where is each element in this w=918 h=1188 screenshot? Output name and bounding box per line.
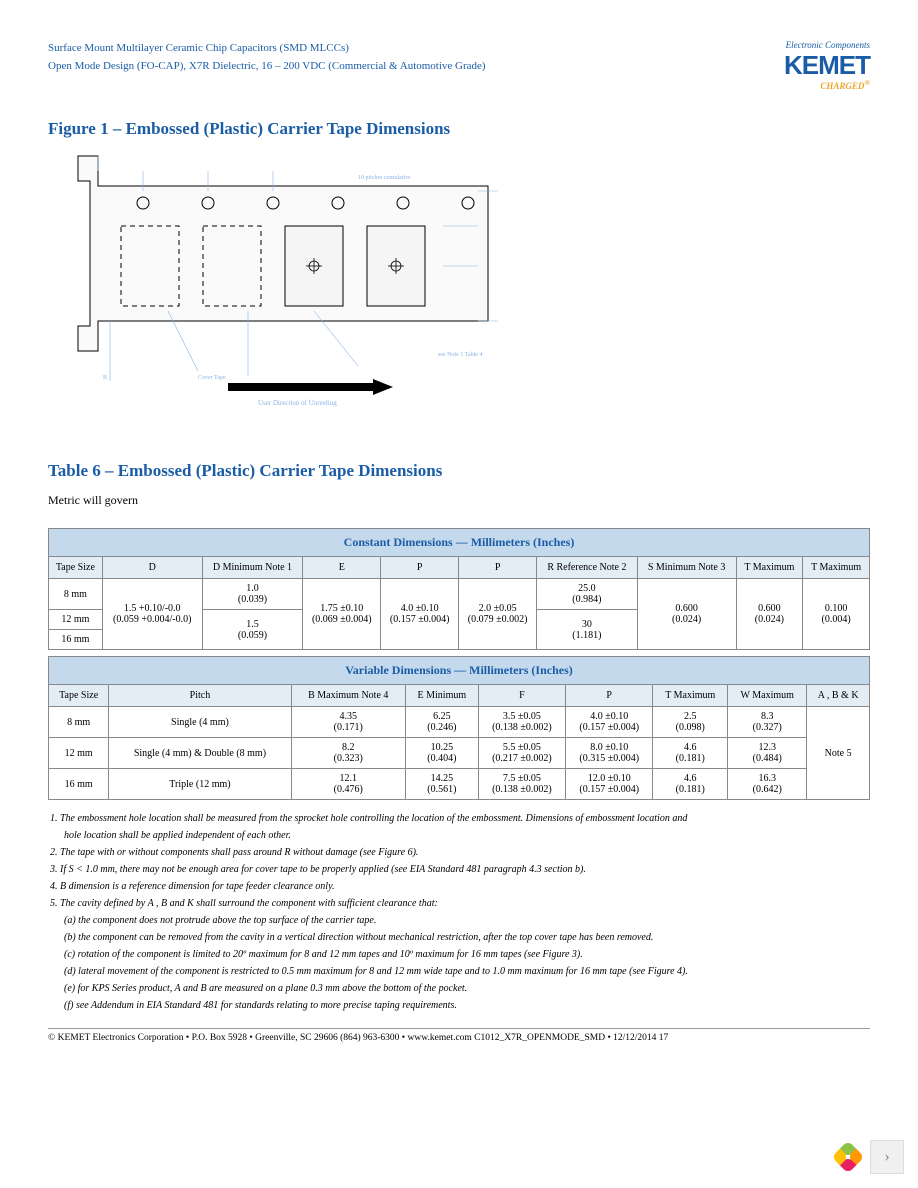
flower-icon	[834, 1143, 862, 1171]
note-line-8: (c) rotation of the component is limited…	[50, 946, 870, 963]
var-row-1: 12 mmSingle (4 mm) & Double (8 mm)8.2(0.…	[49, 738, 870, 769]
note-line-3: 3. If S < 1.0 mm, there may not be enoug…	[50, 861, 870, 878]
kemet-logo: KEMET	[784, 52, 870, 78]
brand-block: Electronic Components KEMET CHARGED®	[784, 40, 870, 91]
const-col-2: D Minimum Note 1	[202, 557, 303, 579]
var-col-7: W Maximum	[728, 685, 807, 707]
note-line-11: (f) see Addendum in EIA Standard 481 for…	[50, 997, 870, 1014]
constant-dimensions-table: Constant Dimensions — Millimeters (Inche…	[48, 528, 870, 650]
svg-text:Cover Tape: Cover Tape	[198, 375, 226, 381]
note-line-5: 5. The cavity defined by A , B and K sha…	[50, 895, 870, 912]
next-page-button[interactable]: ›	[870, 1140, 904, 1174]
const-row-8mm: 8 mm1.5 +0.10/-0.0(0.059 +0.004/-0.0)1.0…	[49, 579, 870, 610]
note-line-2: 2. The tape with or without components s…	[50, 844, 870, 861]
arrow-label: User Direction of Unreeling	[258, 399, 337, 407]
var-col-8: A , B & K	[807, 685, 870, 707]
const-col-1: D	[102, 557, 202, 579]
svg-text:10 pitches cumulative: 10 pitches cumulative	[358, 175, 411, 181]
var-row-2: 16 mmTriple (12 mm)12.1(0.476)14.25(0.56…	[49, 769, 870, 800]
var-col-1: Pitch	[109, 685, 291, 707]
page-corner-controls: ›	[834, 1140, 904, 1174]
constant-header: Constant Dimensions — Millimeters (Inche…	[49, 529, 870, 557]
const-col-9: T Maximum	[803, 557, 870, 579]
var-col-6: T Maximum	[653, 685, 728, 707]
const-col-3: E	[303, 557, 381, 579]
var-col-3: E Minimum	[405, 685, 478, 707]
note-line-1: hole location shall be applied independe…	[50, 827, 870, 844]
page-header: Surface Mount Multilayer Ceramic Chip Ca…	[48, 40, 870, 91]
var-col-5: P	[566, 685, 653, 707]
var-col-4: F	[478, 685, 565, 707]
const-col-7: S Minimum Note 3	[637, 557, 736, 579]
const-col-8: T Maximum	[736, 557, 803, 579]
figure1-title: Figure 1 – Embossed (Plastic) Carrier Ta…	[48, 119, 870, 139]
note-line-0: 1. The embossment hole location shall be…	[50, 810, 870, 827]
header-line2: Open Mode Design (FO-CAP), X7R Dielectri…	[48, 58, 486, 76]
note-line-4: 4. B dimension is a reference dimension …	[50, 878, 870, 895]
const-col-5: P	[459, 557, 537, 579]
note-line-7: (b) the component can be removed from th…	[50, 929, 870, 946]
variable-dimensions-table: Variable Dimensions — Millimeters (Inche…	[48, 656, 870, 800]
svg-text:see Note 1 Table 4: see Note 1 Table 4	[438, 352, 482, 358]
note-line-10: (e) for KPS Series product, A and B are …	[50, 980, 870, 997]
electronic-components-text: Electronic Components	[784, 40, 870, 50]
const-col-4: P	[381, 557, 459, 579]
svg-text:B: B	[103, 375, 107, 381]
carrier-tape-diagram: User Direction of Unreeling B Cover Tape…	[48, 151, 508, 411]
note-line-6: (a) the component does not protrude abov…	[50, 912, 870, 929]
var-col-0: Tape Size	[49, 685, 109, 707]
page-footer: © KEMET Electronics Corporation • P.O. B…	[48, 1028, 870, 1043]
metric-note: Metric will govern	[48, 493, 870, 508]
var-row-0: 8 mmSingle (4 mm)4.35(0.171)6.25(0.246)3…	[49, 707, 870, 738]
var-col-2: B Maximum Note 4	[291, 685, 405, 707]
table6-title: Table 6 – Embossed (Plastic) Carrier Tap…	[48, 461, 870, 481]
notes-block: 1. The embossment hole location shall be…	[48, 810, 870, 1014]
header-subtitle: Surface Mount Multilayer Ceramic Chip Ca…	[48, 40, 486, 75]
note-line-9: (d) lateral movement of the component is…	[50, 963, 870, 980]
const-col-0: Tape Size	[49, 557, 103, 579]
variable-header: Variable Dimensions — Millimeters (Inche…	[49, 657, 870, 685]
const-col-6: R Reference Note 2	[537, 557, 638, 579]
header-line1: Surface Mount Multilayer Ceramic Chip Ca…	[48, 40, 486, 58]
